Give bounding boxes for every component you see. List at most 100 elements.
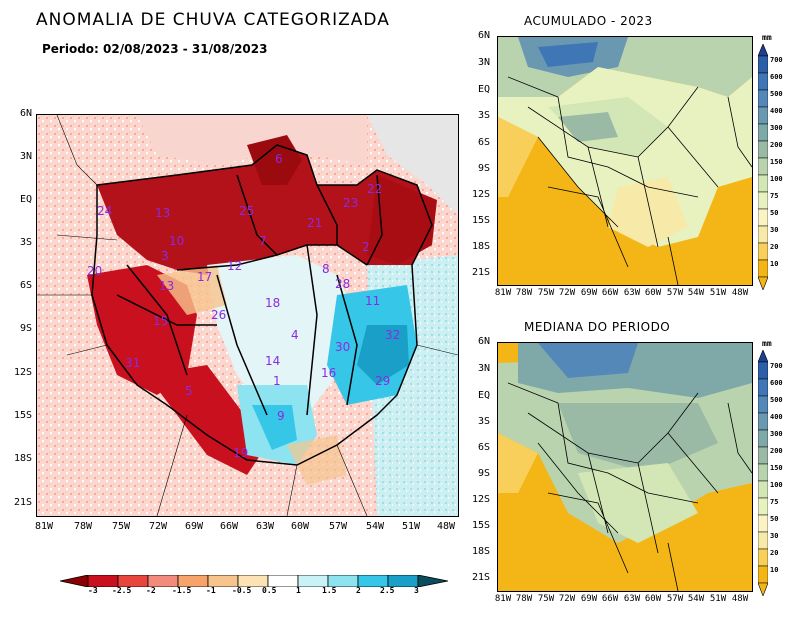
colorbar-label: 500 (770, 90, 783, 98)
y-tick-label: 12S (471, 494, 490, 505)
x-tick-label: 78W (73, 521, 93, 532)
x-tick-label: 57W (666, 594, 684, 604)
colorbar-label: 20 (770, 549, 779, 557)
colorbar-label: 400 (770, 107, 783, 115)
x-tick-label: 81W (494, 594, 512, 604)
x-tick-label: 81W (494, 288, 512, 298)
y-tick-label: EQ (477, 84, 490, 95)
colorbar-label: 150 (770, 158, 783, 166)
x-tick-label: 75W (537, 288, 555, 298)
anomaly-map: 6 24 13 25 21 23 22 10 3 7 2 20 17 12 8 … (36, 114, 459, 517)
region-number: 22 (367, 182, 382, 196)
region-number: 30 (335, 340, 350, 354)
y-tick-label: 9S (477, 163, 490, 174)
colorbar-label: -2.5 (112, 586, 132, 595)
x-tick-label: 78W (515, 288, 533, 298)
region-number: 3 (161, 249, 169, 263)
region-number: 14 (265, 354, 280, 368)
region-number: 10 (169, 234, 184, 248)
main-map-title: ANOMALIA DE CHUVA CATEGORIZADA (36, 10, 390, 30)
region-number: 31 (125, 356, 140, 370)
mm-unit-label: mm (762, 33, 772, 42)
y-tick-label: 6S (19, 280, 32, 291)
region-number: 6 (275, 152, 283, 166)
region-number: 9 (277, 409, 285, 423)
colorbar-label: 300 (770, 430, 783, 438)
colorbar-label: 150 (770, 464, 783, 472)
colorbar-label: 100 (770, 175, 783, 183)
colorbar-label: 75 (770, 192, 779, 200)
x-tick-label: 69W (184, 521, 204, 532)
region-number: 15 (153, 314, 168, 328)
colorbar-label: 200 (770, 447, 783, 455)
y-tick-label: 3S (19, 237, 32, 248)
x-tick-label: 81W (34, 521, 54, 532)
x-tick-label: 72W (148, 521, 168, 532)
y-tick-label: 6N (477, 336, 490, 347)
x-tick-label: 63W (623, 594, 641, 604)
x-tick-label: 63W (255, 521, 275, 532)
y-tick-label: 3N (477, 57, 490, 68)
accumulated-map-canvas (498, 37, 752, 285)
x-tick-label: 48W (436, 521, 456, 532)
x-tick-label: 48W (731, 594, 749, 604)
y-tick-label: 3S (477, 110, 490, 121)
x-tick-label: 66W (601, 288, 619, 298)
x-tick-label: 66W (601, 594, 619, 604)
region-number: 2 (362, 240, 370, 254)
colorbar-label: 1.5 (322, 586, 337, 595)
colorbar-label: 30 (770, 532, 779, 540)
colorbar-label: 400 (770, 413, 783, 421)
region-number: 19 (233, 446, 248, 460)
colorbar-label: 20 (770, 243, 779, 251)
region-number: 5 (185, 384, 193, 398)
colorbar-label: -1 (206, 586, 216, 595)
median-map-canvas (498, 343, 752, 591)
y-tick-label: 18S (13, 453, 32, 464)
colorbar-label: -2 (146, 586, 156, 595)
colorbar-label: 200 (770, 141, 783, 149)
region-number: 28 (335, 277, 350, 291)
colorbar-label: 2.5 (380, 586, 395, 595)
region-number: 7 (259, 234, 267, 248)
x-tick-label: 57W (666, 288, 684, 298)
colorbar-label: 10 (770, 260, 779, 268)
x-tick-label: 72W (558, 594, 576, 604)
colorbar-label: 10 (770, 566, 779, 574)
y-tick-label: 18S (471, 241, 490, 252)
region-number: 11 (365, 294, 380, 308)
x-tick-label: 63W (623, 288, 641, 298)
median-map-title: MEDIANA DO PERIODO (524, 320, 671, 334)
region-number: 25 (239, 204, 254, 218)
main-map-period: Periodo: 02/08/2023 - 31/08/2023 (42, 42, 268, 56)
anomaly-colorbar (59, 572, 449, 588)
x-tick-label: 51W (709, 594, 727, 604)
y-tick-label: 3N (19, 151, 32, 162)
region-number: 23 (343, 196, 358, 210)
y-tick-label: 9S (19, 323, 32, 334)
x-tick-label: 72W (558, 288, 576, 298)
y-tick-label: 15S (13, 410, 32, 421)
x-tick-label: 48W (731, 288, 749, 298)
colorbar-label: 50 (770, 209, 779, 217)
y-tick-label: 18S (471, 546, 490, 557)
accumulated-map-title: ACUMULADO - 2023 (524, 14, 653, 28)
y-tick-label: 21S (13, 497, 32, 508)
colorbar-label: 0.5 (262, 586, 277, 595)
x-tick-label: 54W (365, 521, 385, 532)
region-number: 18 (265, 296, 280, 310)
region-number: 12 (227, 259, 242, 273)
region-number: 16 (321, 366, 336, 380)
y-tick-label: 21S (471, 267, 490, 278)
colorbar-label: 50 (770, 515, 779, 523)
x-tick-label: 60W (644, 288, 662, 298)
colorbar-label: 3 (414, 586, 419, 595)
y-tick-label: EQ (477, 390, 490, 401)
x-tick-label: 54W (687, 594, 705, 604)
x-tick-label: 51W (709, 288, 727, 298)
colorbar-label: 75 (770, 498, 779, 506)
median-map (497, 342, 753, 592)
x-tick-label: 51W (401, 521, 421, 532)
accumulated-colorbar-canvas (757, 43, 769, 291)
colorbar-label: 700 (770, 56, 783, 64)
